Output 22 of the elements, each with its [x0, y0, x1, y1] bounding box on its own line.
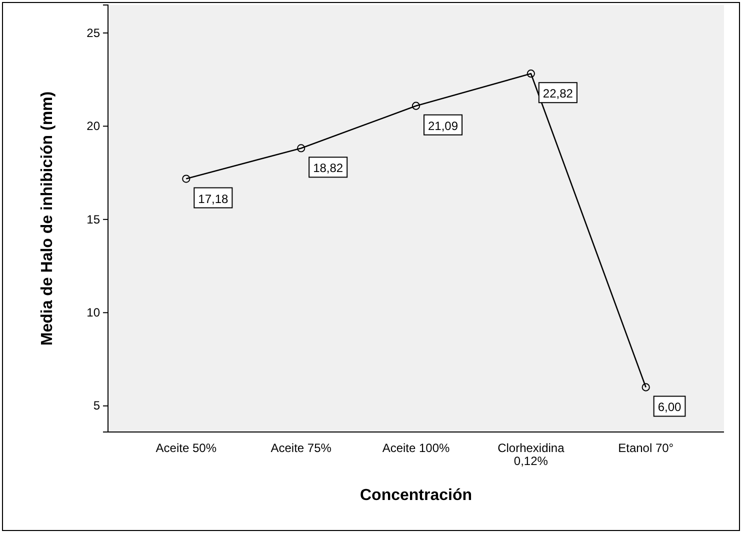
- x-tick-label: Etanol 70°: [618, 440, 674, 455]
- y-tick-label: 20: [86, 119, 100, 134]
- y-tick-label: 25: [86, 26, 100, 40]
- data-label: 22,82: [542, 86, 574, 101]
- x-tick-label: Aceite 100%: [382, 440, 450, 455]
- x-tick-label: Aceite 75%: [270, 440, 332, 455]
- point: [182, 174, 190, 183]
- x-tick-label: Aceite 50%: [156, 440, 217, 455]
- point: [642, 383, 650, 392]
- point: [526, 70, 535, 78]
- data-label: 21,09: [428, 118, 458, 133]
- y-tick-label: 10: [86, 306, 100, 320]
- data-label: 6,00: [658, 400, 682, 414]
- y-tick-label: 15: [86, 212, 100, 226]
- data-label: 18,82: [313, 161, 344, 176]
- y-axis-title: Media de Halo de inhibición (mm): [39, 91, 56, 346]
- x-axis-title: Concentración: [360, 487, 472, 504]
- x-tick-label: Clorhexidina 0,12%: [498, 440, 565, 468]
- point: [297, 144, 306, 152]
- y-tick-label: 5: [93, 398, 100, 413]
- point: [412, 102, 420, 110]
- data-label: 17,18: [198, 192, 229, 206]
